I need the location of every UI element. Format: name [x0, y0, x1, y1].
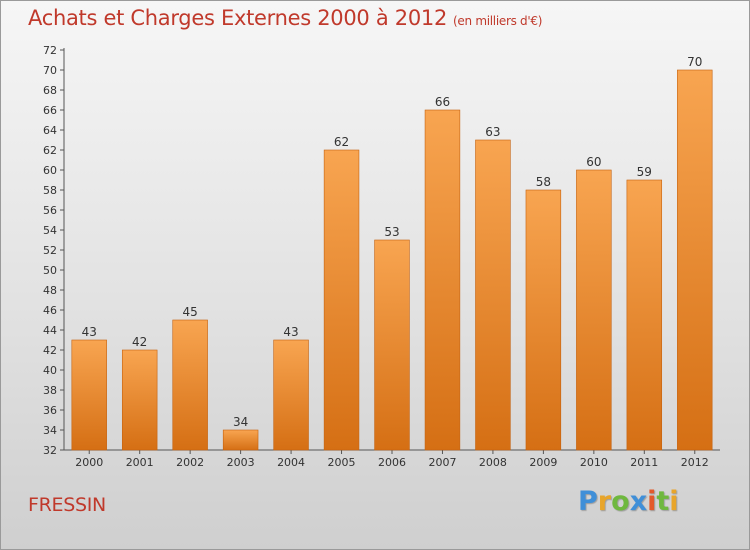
y-tick-label: 42: [43, 344, 57, 357]
bar: [677, 69, 713, 451]
x-tick-label: 2002: [176, 456, 204, 469]
x-tick-label: 2006: [378, 456, 406, 469]
chart-title: Achats et Charges Externes 2000 à 2012 (e…: [28, 6, 542, 30]
y-tick-label: 56: [43, 204, 57, 217]
logo-letter: P: [578, 486, 598, 517]
y-tick-label: 32: [43, 444, 57, 457]
y-tick-label: 52: [43, 244, 57, 257]
bar-value-label: 58: [536, 175, 551, 189]
bar: [71, 339, 107, 451]
y-tick-label: 50: [43, 264, 57, 277]
y-tick-label: 38: [43, 384, 57, 397]
bar-value-label: 45: [183, 305, 198, 319]
y-tick-label: 68: [43, 84, 57, 97]
y-tick-label: 72: [43, 44, 57, 57]
y-tick-label: 40: [43, 364, 57, 377]
bar: [273, 339, 309, 451]
bar: [323, 149, 360, 451]
bar-value-label: 34: [233, 415, 248, 429]
y-tick-label: 58: [43, 184, 57, 197]
logo-letter: o: [611, 486, 630, 517]
x-tick-label: 2007: [428, 456, 456, 469]
x-tick-label: 2004: [277, 456, 305, 469]
y-tick-label: 60: [43, 164, 57, 177]
chart-subtitle: (en milliers d'€): [453, 14, 543, 28]
bar: [475, 139, 511, 451]
y-tick-label: 62: [43, 144, 57, 157]
y-tick-label: 34: [43, 424, 57, 437]
x-tick-label: 2011: [630, 456, 658, 469]
x-tick-label: 2005: [328, 456, 356, 469]
bar-value-label: 70: [687, 55, 702, 69]
chart-data-labels: 43 42 45 34 43 62 53 66 63 58 60 59 70: [82, 55, 703, 429]
bar: [172, 319, 208, 451]
x-tick-label: 2001: [126, 456, 154, 469]
bar-value-label: 63: [485, 125, 500, 139]
bar-value-label: 43: [82, 325, 97, 339]
x-tick-label: 2010: [580, 456, 608, 469]
logo-letter: i: [647, 486, 657, 517]
chart-bars: [71, 69, 713, 451]
y-tick-label: 70: [43, 64, 57, 77]
x-tick-label: 2003: [227, 456, 255, 469]
x-tick-label: 2009: [529, 456, 557, 469]
logo-letter: t: [656, 486, 670, 517]
bar-value-label: 53: [384, 225, 399, 239]
bar: [525, 189, 562, 451]
y-tick-label: 64: [43, 124, 57, 137]
bar-value-label: 43: [283, 325, 298, 339]
bar: [222, 429, 259, 451]
x-tick-label: 2008: [479, 456, 507, 469]
y-tick-label: 66: [43, 104, 57, 117]
bar-value-label: 59: [637, 165, 652, 179]
bar: [626, 179, 663, 451]
bar-value-label: 60: [586, 155, 601, 169]
bar: [121, 349, 158, 451]
logo-letter: x: [629, 486, 648, 517]
y-tick-label: 44: [43, 324, 57, 337]
bar-value-label: 62: [334, 135, 349, 149]
bar-value-label: 42: [132, 335, 147, 349]
x-tick-label: 2000: [75, 456, 103, 469]
proxiti-logo: Proxiti: [578, 486, 679, 517]
y-tick-label: 46: [43, 304, 57, 317]
bar: [576, 169, 612, 451]
bar-value-label: 66: [435, 95, 450, 109]
commune-name: FRESSIN: [28, 494, 106, 516]
y-tick-label: 48: [43, 284, 57, 297]
y-tick-label: 54: [43, 224, 57, 237]
x-tick-label: 2012: [681, 456, 709, 469]
chart-title-text: Achats et Charges Externes 2000 à 2012: [28, 6, 448, 30]
y-tick-label: 36: [43, 404, 57, 417]
bar: [424, 109, 461, 451]
logo-letter: r: [597, 486, 612, 517]
bar: [374, 239, 410, 451]
logo-letter: i: [669, 486, 679, 517]
